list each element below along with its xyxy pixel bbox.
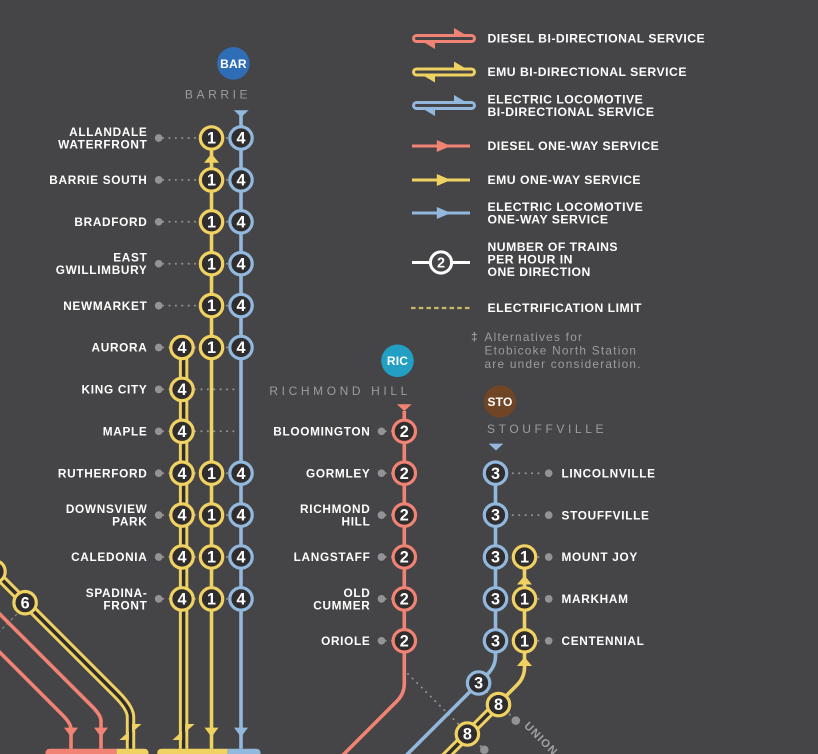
svg-text:WATERFRONT: WATERFRONT (58, 137, 147, 151)
svg-text:RICHMOND: RICHMOND (300, 502, 370, 516)
svg-text:STO: STO (487, 395, 512, 409)
svg-text:2: 2 (400, 632, 409, 650)
svg-text:1: 1 (207, 297, 216, 315)
svg-text:4: 4 (236, 172, 245, 190)
svg-text:EMU ONE-WAY SERVICE: EMU ONE-WAY SERVICE (488, 173, 642, 187)
svg-text:1: 1 (520, 549, 529, 567)
svg-text:HILL: HILL (341, 515, 370, 529)
svg-text:LINCOLNVILLE: LINCOLNVILLE (562, 466, 656, 480)
svg-text:1: 1 (207, 591, 216, 609)
svg-text:are under consideration.: are under consideration. (485, 357, 642, 371)
svg-text:BARRIE: BARRIE (185, 88, 251, 102)
svg-text:1: 1 (207, 172, 216, 190)
svg-text:4: 4 (236, 591, 245, 609)
svg-text:BRADFORD: BRADFORD (74, 215, 147, 229)
svg-text:2: 2 (400, 507, 409, 525)
svg-text:ONE-WAY SERVICE: ONE-WAY SERVICE (488, 213, 609, 227)
svg-text:3: 3 (474, 675, 483, 693)
svg-text:EMU BI-DIRECTIONAL SERVICE: EMU BI-DIRECTIONAL SERVICE (488, 65, 687, 79)
svg-text:4: 4 (177, 465, 186, 483)
svg-text:3: 3 (491, 549, 500, 567)
svg-text:CENTENNIAL: CENTENNIAL (562, 634, 645, 648)
svg-text:1: 1 (207, 465, 216, 483)
svg-text:MOUNT JOY: MOUNT JOY (562, 550, 638, 564)
svg-text:EAST: EAST (113, 251, 147, 265)
svg-text:‡: ‡ (471, 330, 478, 344)
svg-text:LANGSTAFF: LANGSTAFF (294, 550, 371, 564)
svg-text:6: 6 (21, 594, 30, 612)
svg-text:3: 3 (491, 632, 500, 650)
svg-text:2: 2 (400, 591, 409, 609)
svg-text:8: 8 (463, 726, 472, 744)
svg-text:2: 2 (400, 465, 409, 483)
svg-text:4: 4 (236, 297, 245, 315)
svg-text:4: 4 (236, 130, 245, 148)
svg-text:BI-DIRECTIONAL SERVICE: BI-DIRECTIONAL SERVICE (488, 105, 655, 119)
svg-text:1: 1 (207, 339, 216, 357)
svg-text:DIESEL BI-DIRECTIONAL SERVICE: DIESEL BI-DIRECTIONAL SERVICE (488, 32, 706, 46)
svg-text:1: 1 (207, 507, 216, 525)
svg-text:2: 2 (400, 423, 409, 441)
svg-text:FRONT: FRONT (103, 598, 147, 612)
svg-text:STOUFFVILLE: STOUFFVILLE (562, 508, 650, 522)
svg-text:Etobicoke North Station: Etobicoke North Station (485, 343, 638, 357)
svg-text:1: 1 (207, 213, 216, 231)
svg-text:3: 3 (491, 507, 500, 525)
svg-text:1: 1 (207, 130, 216, 148)
svg-text:GORMLEY: GORMLEY (306, 466, 371, 480)
svg-text:STOUFFVILLE: STOUFFVILLE (487, 422, 607, 436)
svg-text:BAR: BAR (220, 57, 247, 71)
svg-text:SPADINA-: SPADINA- (86, 586, 148, 600)
svg-text:4: 4 (236, 549, 245, 567)
svg-text:4: 4 (177, 423, 186, 441)
svg-text:DOWNSVIEW: DOWNSVIEW (66, 502, 148, 516)
svg-text:1: 1 (520, 591, 529, 609)
svg-text:MARKHAM: MARKHAM (562, 592, 629, 606)
svg-text:KING CITY: KING CITY (82, 383, 148, 397)
svg-text:CUMMER: CUMMER (313, 598, 370, 612)
svg-text:ONE DIRECTION: ONE DIRECTION (488, 265, 591, 279)
svg-text:4: 4 (236, 465, 245, 483)
svg-text:4: 4 (177, 507, 186, 525)
svg-text:PARK: PARK (112, 515, 147, 529)
svg-text:3: 3 (491, 465, 500, 483)
svg-text:4: 4 (236, 339, 245, 357)
svg-text:ELECTRIC LOCOMOTIVE: ELECTRIC LOCOMOTIVE (488, 93, 644, 107)
svg-text:3: 3 (491, 591, 500, 609)
svg-text:AURORA: AURORA (92, 341, 148, 355)
svg-text:2: 2 (400, 549, 409, 567)
svg-text:PER HOUR IN: PER HOUR IN (488, 253, 573, 267)
svg-text:ELECTRIFICATION LIMIT: ELECTRIFICATION LIMIT (488, 301, 643, 315)
svg-text:2: 2 (437, 256, 445, 272)
svg-text:ALLANDALE: ALLANDALE (69, 125, 147, 139)
svg-text:4: 4 (236, 507, 245, 525)
svg-text:4: 4 (236, 255, 245, 273)
svg-text:MAPLE: MAPLE (103, 425, 148, 439)
svg-text:RICHMOND HILL: RICHMOND HILL (269, 384, 410, 398)
svg-text:BARRIE SOUTH: BARRIE SOUTH (49, 173, 147, 187)
svg-text:1: 1 (207, 255, 216, 273)
svg-text:NEWMARKET: NEWMARKET (63, 299, 147, 313)
svg-text:1: 1 (520, 632, 529, 650)
svg-text:4: 4 (177, 591, 186, 609)
svg-text:ORIOLE: ORIOLE (321, 634, 370, 648)
svg-text:ELECTRIC LOCOMOTIVE: ELECTRIC LOCOMOTIVE (488, 200, 644, 214)
svg-text:Alternatives for: Alternatives for (485, 330, 584, 344)
svg-text:OLD: OLD (343, 586, 370, 600)
svg-text:1: 1 (207, 549, 216, 567)
svg-text:CALEDONIA: CALEDONIA (71, 550, 147, 564)
svg-text:RIC: RIC (387, 354, 408, 368)
svg-text:BLOOMINGTON: BLOOMINGTON (273, 425, 370, 439)
svg-text:RUTHERFORD: RUTHERFORD (58, 466, 148, 480)
svg-text:4: 4 (177, 339, 186, 357)
svg-text:GWILLIMBURY: GWILLIMBURY (56, 263, 148, 277)
svg-text:4: 4 (236, 213, 245, 231)
svg-text:4: 4 (177, 381, 186, 399)
svg-text:NUMBER OF TRAINS: NUMBER OF TRAINS (488, 240, 619, 254)
svg-text:4: 4 (177, 549, 186, 567)
svg-text:8: 8 (494, 696, 503, 714)
svg-text:DIESEL ONE-WAY SERVICE: DIESEL ONE-WAY SERVICE (488, 139, 660, 153)
